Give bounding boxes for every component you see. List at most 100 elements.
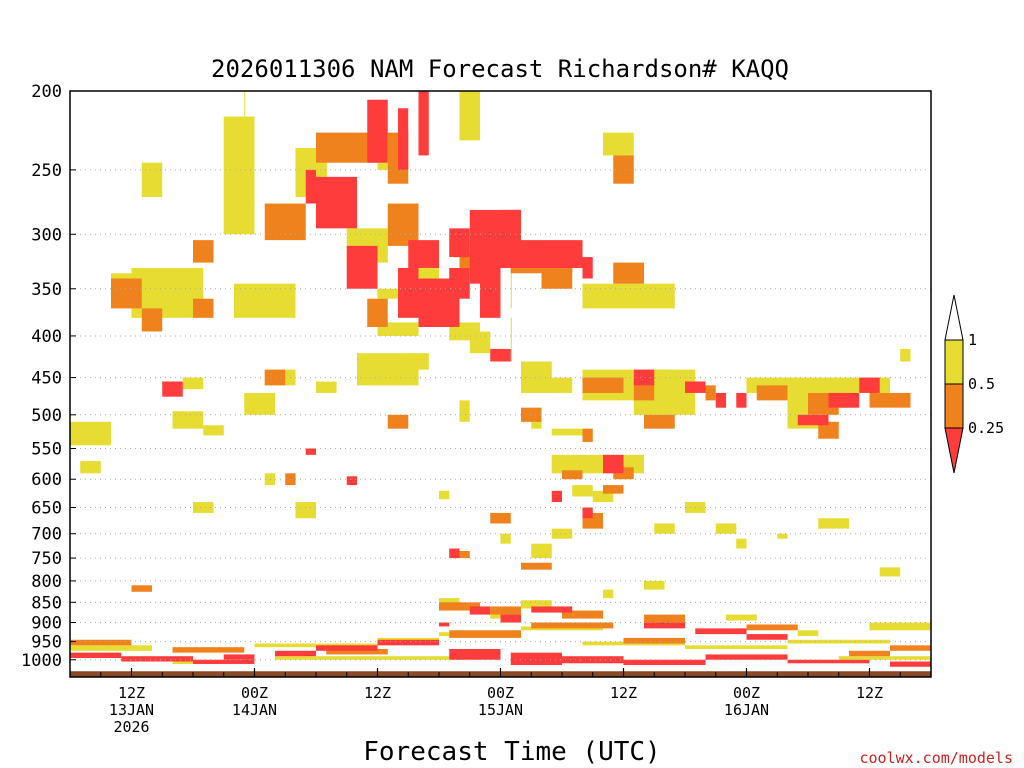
ri-cell xyxy=(80,461,101,474)
ri-cell xyxy=(449,267,470,299)
legend-label: 0.25 xyxy=(968,419,1004,437)
ri-cell xyxy=(582,257,593,279)
ri-cell xyxy=(592,490,614,503)
ri-cell xyxy=(818,518,849,529)
x-tick-label: 14JAN xyxy=(232,701,277,719)
y-tick-label: 550 xyxy=(31,439,62,459)
ri-cell xyxy=(562,470,583,480)
ri-cell xyxy=(736,392,747,408)
ri-cell xyxy=(603,454,624,474)
ri-cell xyxy=(695,628,747,635)
ri-cell xyxy=(582,377,624,393)
legend-arrow-top xyxy=(944,294,964,341)
y-tick-label: 400 xyxy=(31,327,62,347)
x-tick-label: 00Z xyxy=(733,684,760,702)
ri-cell xyxy=(890,661,931,667)
y-tick-label: 300 xyxy=(31,225,62,245)
y-tick-label: 750 xyxy=(31,549,62,569)
ri-cell xyxy=(131,585,152,592)
y-tick-label: 950 xyxy=(31,633,62,653)
ri-cell xyxy=(70,652,122,658)
ri-cell xyxy=(469,606,491,615)
ri-cell xyxy=(500,533,511,544)
y-axis: 200 250 300 350 400 450 500 550 600 650 700 750 8008… xyxy=(21,82,76,671)
legend: 1 0.5 0.25 xyxy=(944,294,1004,474)
ri-cell xyxy=(500,614,521,623)
ri-cell xyxy=(346,476,357,486)
x-tick-label: 12Z xyxy=(610,684,637,702)
ri-cell xyxy=(603,589,614,599)
ri-cell xyxy=(223,654,255,660)
ri-cell xyxy=(849,650,890,657)
ri-cell xyxy=(254,643,378,648)
ri-cell xyxy=(623,637,685,644)
ri-cell xyxy=(387,414,409,429)
ri-cell xyxy=(193,298,214,318)
y-tick-label: 250 xyxy=(31,161,62,181)
ri-cell xyxy=(613,155,634,184)
ri-cell xyxy=(439,490,450,500)
ri-cell xyxy=(203,425,224,436)
chart-title: 2026011306 NAM Forecast Richardson# KAQQ xyxy=(211,55,789,83)
legend-swatch xyxy=(944,339,964,385)
ri-cell xyxy=(777,533,788,539)
legend-arrow-bottom xyxy=(944,427,964,474)
y-tick-label: 800 xyxy=(31,572,62,592)
ri-cell xyxy=(582,507,593,519)
ri-cell xyxy=(510,240,512,309)
ri-cell xyxy=(223,116,255,235)
ri-cell xyxy=(900,348,911,362)
ri-cell xyxy=(603,485,624,494)
ri-cell xyxy=(633,369,655,386)
ri-cell xyxy=(490,606,521,615)
ri-cell xyxy=(562,656,624,664)
ri-cell xyxy=(869,622,931,631)
ri-cell xyxy=(70,639,132,646)
ri-cell xyxy=(787,659,870,664)
ri-cell xyxy=(879,567,901,577)
ri-cell xyxy=(756,385,788,401)
ri-cell xyxy=(398,108,409,170)
ri-cell xyxy=(398,267,419,318)
x-tick-label: 00Z xyxy=(487,684,514,702)
ri-cell xyxy=(685,645,788,649)
ri-cell xyxy=(746,624,798,631)
ri-cell xyxy=(685,381,706,393)
ri-cell xyxy=(531,622,614,629)
ri-cell xyxy=(521,240,583,268)
ri-cell xyxy=(490,348,511,362)
ri-cell xyxy=(644,580,665,590)
ri-cell xyxy=(531,543,552,559)
x-tick-label: 15JAN xyxy=(478,701,523,719)
ri-cell xyxy=(367,298,388,328)
ri-cell xyxy=(121,656,193,662)
ri-cell xyxy=(449,630,521,638)
x-tick-label: 2026 xyxy=(113,718,149,736)
ri-cell xyxy=(141,162,163,198)
ri-cell xyxy=(531,377,573,393)
ri-cell xyxy=(818,421,839,439)
ri-cell xyxy=(316,176,357,229)
ri-cell xyxy=(244,91,246,141)
ri-cell xyxy=(182,377,204,390)
ri-cell xyxy=(408,353,429,370)
x-tick-label: 12Z xyxy=(118,684,145,702)
credit-text: coolwx.com/models xyxy=(859,749,1013,767)
ri-cell xyxy=(439,602,480,611)
ri-cell xyxy=(890,645,931,651)
ri-cell xyxy=(275,656,480,660)
ri-cell xyxy=(562,610,603,619)
ri-cell xyxy=(797,414,829,426)
ri-cell xyxy=(541,267,573,289)
ri-cell xyxy=(510,317,512,362)
x-tick-label: 12Z xyxy=(364,684,391,702)
ri-cell xyxy=(797,630,819,637)
legend-label: 1 xyxy=(968,331,977,349)
ri-cell xyxy=(264,473,275,486)
ri-cell xyxy=(746,634,788,640)
ri-cell xyxy=(193,502,214,513)
ri-cell xyxy=(490,512,511,524)
ri-cell xyxy=(418,91,429,156)
ri-cell xyxy=(408,240,439,268)
